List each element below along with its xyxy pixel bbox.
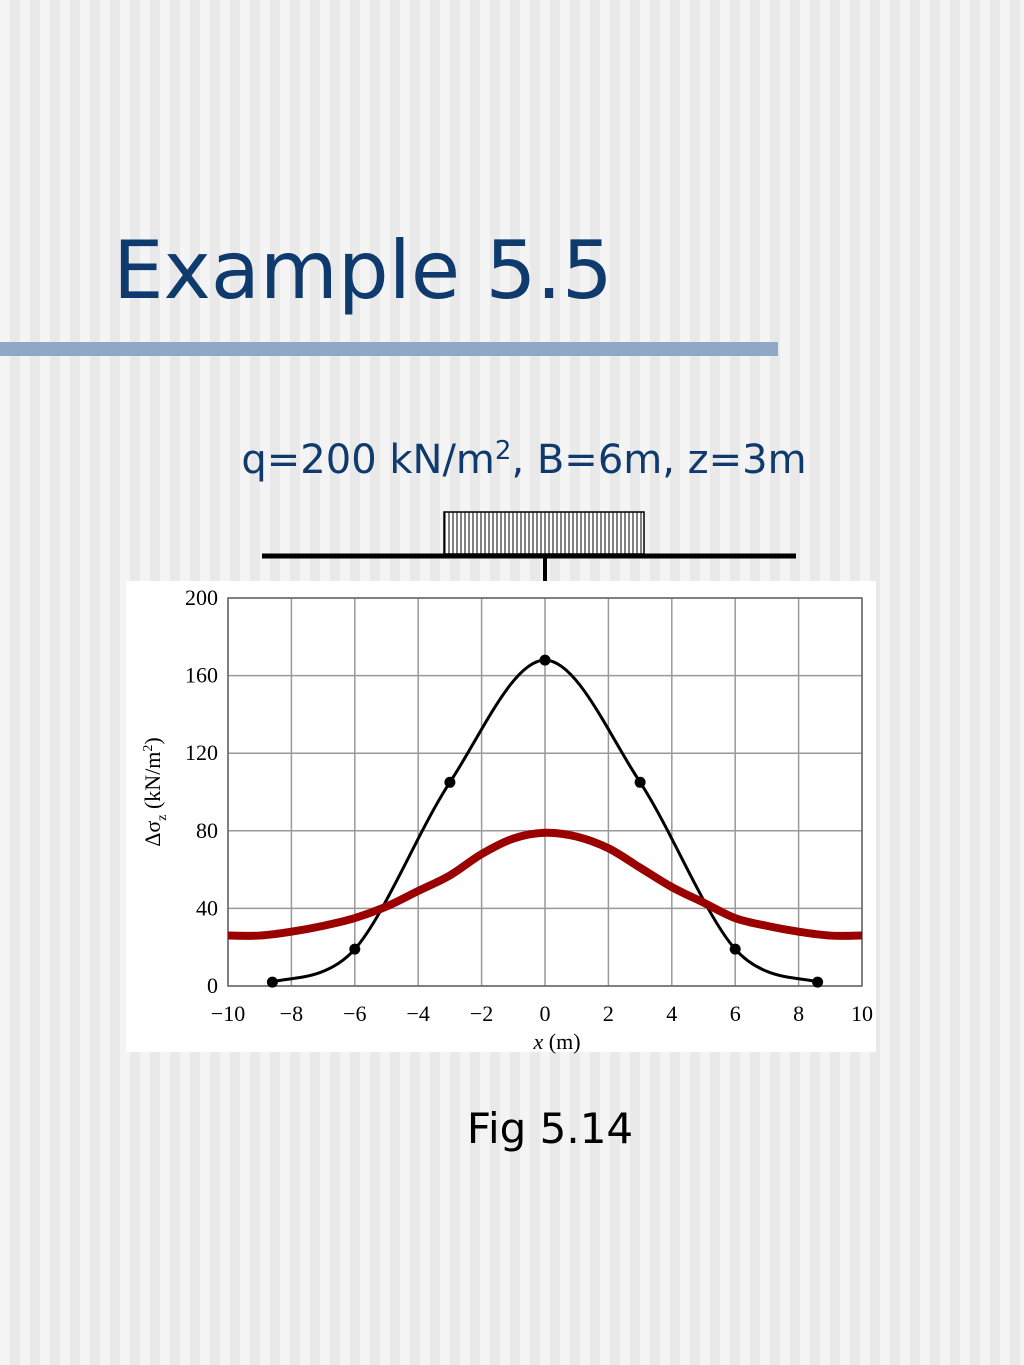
y-tick-label: 80 (196, 818, 218, 843)
y-axis-label-part: Δσ (140, 821, 165, 847)
y-tick-label: 160 (185, 663, 218, 688)
x-tick-label: −6 (343, 1001, 366, 1026)
title-rule (0, 342, 778, 356)
y-tick-label: 200 (185, 585, 218, 610)
x-tick-label: 2 (603, 1001, 614, 1026)
chart-background (126, 581, 876, 1052)
data-point (729, 943, 741, 955)
y-axis-label: Δσz (kN/m2) (140, 737, 170, 847)
slide-title: Example 5.5 (113, 224, 613, 317)
y-tick-label: 120 (185, 740, 218, 765)
x-tick-label: 6 (730, 1001, 741, 1026)
x-axis-label: x (m) (532, 1029, 580, 1054)
y-axis-label-part: ) (140, 737, 165, 744)
data-point (349, 943, 361, 955)
load-block (443, 511, 645, 555)
y-axis-label-part: 2 (141, 745, 156, 752)
subtitle: q=200 kN/m2, B=6m, z=3m (241, 436, 806, 483)
plot-frame (227, 597, 863, 987)
x-tick-label: 10 (851, 1001, 873, 1026)
data-point (634, 776, 646, 788)
subtitle-sup: 2 (495, 436, 512, 466)
data-point (266, 976, 278, 988)
data-point (539, 654, 551, 666)
subtitle-text: , B=6m, z=3m (511, 437, 806, 483)
x-tick-label: −4 (406, 1001, 429, 1026)
x-tick-label: 8 (793, 1001, 804, 1026)
subtitle-text: q=200 kN/m (241, 437, 495, 483)
y-axis-label-part: z (155, 815, 170, 821)
x-tick-label: −2 (470, 1001, 493, 1026)
y-tick-label: 40 (196, 895, 218, 920)
caption: Fig 5.14 (467, 1104, 633, 1153)
x-axis-label-part: x (532, 1029, 543, 1054)
data-point (812, 976, 824, 988)
chart: −10 −8 −6 −4 −2 0 2 4 6 8 10 0 40 80 120 160 200 Δσz (kN/… (140, 585, 873, 1026)
x-tick-label: 0 (540, 1001, 551, 1026)
x-tick-label: −8 (280, 1001, 303, 1026)
x-axis-label-part: (m) (543, 1029, 580, 1054)
data-point (444, 776, 456, 788)
x-tick-label: 4 (666, 1001, 677, 1026)
y-tick-label: 0 (207, 973, 218, 998)
x-tick-label: −10 (211, 1001, 245, 1026)
y-axis-label-part: (kN/m (140, 752, 165, 815)
series-line (227, 828, 863, 940)
